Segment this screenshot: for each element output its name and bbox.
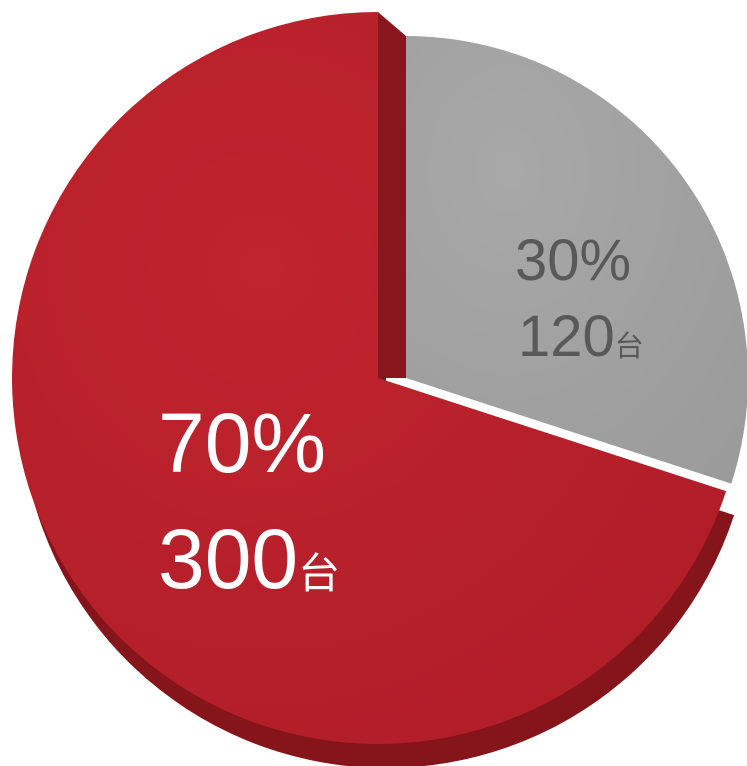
slice-value-30: 120: [518, 304, 615, 369]
pie-slice-70: [11, 12, 727, 744]
slice-label-value-30: 120台: [518, 304, 644, 369]
slice-label-value-70: 300台: [158, 512, 340, 606]
slice-unit-70: 台: [298, 550, 340, 597]
slice-label-percent-30: 30%: [515, 228, 631, 293]
slice-value-70: 300: [158, 512, 298, 606]
slice-unit-30: 台: [615, 330, 644, 363]
slice-wall-70: [378, 12, 406, 378]
pie-slice-30: [406, 36, 747, 484]
slice-label-percent-70: 70%: [158, 396, 326, 490]
